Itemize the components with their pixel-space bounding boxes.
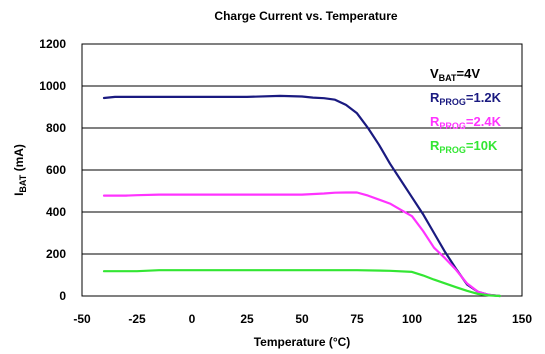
- x-tick-label: 100: [402, 312, 422, 326]
- x-tick-label: -50: [73, 312, 91, 326]
- plot-area: [81, 43, 523, 298]
- y-tick-label: 200: [46, 247, 66, 261]
- series-line-2: [102, 191, 502, 298]
- y-axis-label-rest: (mA): [12, 144, 26, 175]
- legend-entry: VBAT=4V: [430, 66, 480, 83]
- y-axis-label-main: I: [12, 193, 26, 196]
- y-gridlines: [82, 85, 522, 255]
- y-tick-label: 1000: [39, 79, 66, 93]
- x-tick-label: -25: [128, 312, 146, 326]
- y-tick-label: 400: [46, 205, 66, 219]
- legend: VBAT=4V RPROG=1.2K RPROG=2.4K RPROG=10K: [430, 66, 502, 155]
- chart-title: Charge Current vs. Temperature: [214, 9, 397, 23]
- legend-entry: RPROG=1.2K: [430, 90, 502, 107]
- series-line-3: [102, 269, 502, 298]
- legend-entry: RPROG=10K: [430, 138, 498, 155]
- y-tick-label: 600: [46, 163, 66, 177]
- x-tick-label: 50: [295, 312, 309, 326]
- x-tick-label: 25: [240, 312, 254, 326]
- x-axis-label: Temperature (°C): [254, 335, 351, 349]
- x-tick-label: 0: [189, 312, 196, 326]
- y-tick-label: 800: [46, 121, 66, 135]
- y-axis-label-sub: BAT: [18, 174, 28, 192]
- x-tick-label: 75: [350, 312, 364, 326]
- x-tick-label: 125: [457, 312, 477, 326]
- x-tick-label: 150: [512, 312, 532, 326]
- y-axis-label: IBAT (mA): [12, 144, 28, 196]
- y-tick-labels: 0 200 400 600 800 1000 1200: [39, 37, 66, 303]
- x-tick-labels: -50 -25 0 25 50 75 100 125 150: [73, 312, 532, 326]
- y-tick-label: 1200: [39, 37, 66, 51]
- series-layer: [102, 94, 502, 298]
- y-tick-label: 0: [59, 289, 66, 303]
- legend-entry: RPROG=2.4K: [430, 114, 502, 131]
